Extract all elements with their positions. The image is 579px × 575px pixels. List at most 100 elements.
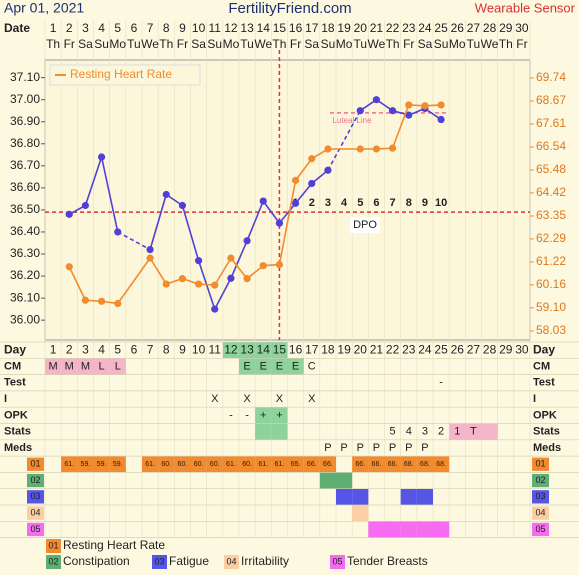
code-badge-label: 03 [30, 491, 40, 501]
cell-highlight [465, 423, 482, 440]
value-label: 59. [97, 461, 107, 468]
date-label: 13 [240, 21, 254, 35]
day-cell: 9 [179, 342, 186, 356]
y-tick-label: 36.20 [10, 268, 40, 282]
table-cell: M [65, 360, 74, 372]
row-label: I [4, 393, 7, 405]
date-label: 2 [66, 21, 73, 35]
line-segment [149, 194, 168, 250]
table-cell: 3 [422, 426, 428, 438]
weekday-label: Mo [336, 37, 353, 51]
line-segment [214, 277, 232, 310]
table-cell: - [229, 409, 233, 421]
cell-highlight [368, 521, 385, 538]
day-cell: 11 [209, 342, 222, 356]
code-badge-label: 05 [30, 524, 40, 534]
day-cell: 10 [192, 342, 206, 356]
line-segment [117, 231, 151, 251]
cell-highlight [255, 407, 272, 424]
line-segment [391, 104, 410, 149]
data-point [146, 246, 154, 254]
date-label: 30 [515, 21, 529, 35]
legend-code: 03 [154, 556, 164, 566]
y-tick-label: 37.00 [10, 92, 40, 106]
data-point [146, 254, 154, 262]
y-tick-label: 36.80 [10, 136, 40, 150]
data-point [81, 201, 90, 210]
weekday-label: We [254, 37, 272, 51]
dpo-label: 8 [406, 197, 412, 209]
legend-code: 02 [48, 556, 58, 566]
dpo-label: 10 [435, 197, 447, 209]
dpo-label: 5 [357, 197, 363, 209]
y-tick-label: 36.60 [10, 180, 40, 194]
weekday-label: Tu [127, 37, 141, 51]
cell-highlight [77, 358, 94, 375]
legend-code-name: Tender Breasts [347, 554, 428, 568]
line-segment [230, 240, 248, 279]
day-cell: 5 [114, 342, 121, 356]
weekday-label: Mo [109, 37, 126, 51]
value-label: 61. [258, 461, 268, 468]
data-point [227, 274, 235, 282]
data-point [259, 262, 267, 270]
value-label: 68. [420, 461, 430, 468]
y2-tick-label: 69.74 [536, 70, 566, 84]
line-segment [246, 200, 264, 242]
day-cell: 24 [418, 342, 432, 356]
cell-highlight [61, 358, 78, 375]
date-label: 19 [337, 21, 351, 35]
weekday-label: We [141, 37, 159, 51]
table-cell: L [99, 360, 105, 372]
date-label: 17 [305, 21, 319, 35]
data-point [114, 228, 122, 236]
day-cell: 28 [483, 342, 497, 356]
value-label: 66. [355, 461, 365, 468]
value-label: 66. [307, 461, 317, 468]
line-segment [214, 257, 232, 286]
cell-highlight [319, 472, 336, 489]
row-label: Day [4, 342, 26, 356]
cell-highlight [319, 456, 336, 473]
cell-highlight [271, 423, 288, 440]
cell-highlight [206, 456, 223, 473]
table-cell: 2 [438, 426, 444, 438]
y-tick-label: 36.00 [10, 312, 40, 326]
table-cell: P [340, 442, 347, 454]
code-badge-label: 04 [30, 508, 40, 518]
day-cell: 16 [289, 342, 303, 356]
day-cell: 2 [66, 342, 73, 356]
table-cell: X [243, 393, 251, 405]
legend-code-badge [152, 555, 167, 569]
cell-highlight [61, 456, 78, 473]
code-badge-right-label: 02 [535, 475, 545, 485]
row-label-right: Meds [533, 442, 561, 454]
value-label: 60. [210, 461, 220, 468]
weekday-label: Mo [223, 37, 240, 51]
row-label: OPK [4, 409, 28, 421]
cell-highlight [384, 521, 401, 538]
day-cell: 4 [98, 342, 105, 356]
date-label: 20 [354, 21, 368, 35]
table-cell: + [260, 409, 266, 421]
date-label: 4 [98, 21, 105, 35]
cell-highlight [239, 456, 256, 473]
date-label: 9 [179, 21, 186, 35]
date-label: 10 [192, 21, 206, 35]
weekday-label: Fr [290, 37, 301, 51]
code-badge-right [532, 457, 549, 471]
cell-highlight [142, 456, 159, 473]
weekday-label: Th [499, 37, 513, 51]
cell-highlight [352, 505, 369, 522]
code-badge-right-label: 01 [535, 459, 545, 469]
day-cell: 1 [50, 342, 57, 356]
date-label: 18 [321, 21, 335, 35]
data-point [194, 257, 203, 265]
dpo-label: 7 [390, 197, 396, 209]
dpo-label: 3 [325, 197, 331, 209]
code-badge-right [532, 522, 549, 537]
value-label: 68. [436, 461, 446, 468]
cell-highlight [271, 342, 288, 359]
dpo-title: DPO [353, 219, 377, 231]
data-point [162, 280, 170, 288]
